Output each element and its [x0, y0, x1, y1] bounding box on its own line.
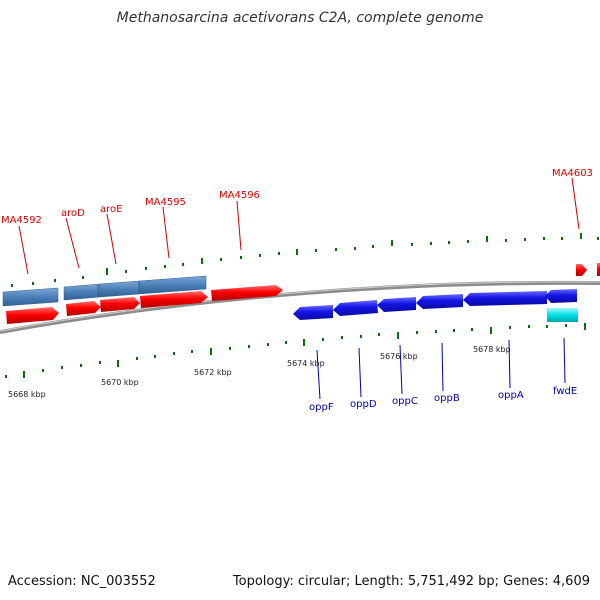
reverse-gene-label: oppA [498, 390, 524, 401]
reverse-gene-arrow [545, 289, 577, 303]
scale-label: 5672 kbp [194, 368, 232, 377]
genome-title: Methanosarcina acetivorans C2A, complete… [116, 10, 484, 26]
genome-stats-text: Topology: circular; Length: 5,751,492 bp… [232, 574, 590, 589]
scale-label: 5678 kbp [473, 345, 511, 354]
forward-gene-arrow [576, 264, 587, 276]
reverse-gene-arrow [463, 291, 547, 306]
forward-gene-label: aroE [100, 204, 122, 215]
gene-block [138, 275, 207, 295]
reverse-gene-label: oppF [309, 402, 334, 413]
gene-block [2, 287, 59, 307]
reverse-gene-arrow [333, 300, 378, 316]
forward-strand-ticks [11, 233, 599, 287]
reverse-gene-arrow [293, 305, 333, 320]
gene-block [99, 280, 140, 298]
accession-text: Accession: NC_003552 [8, 574, 156, 589]
forward-gene-label: MA4596 [219, 190, 260, 201]
forward-gene-arrow [211, 285, 283, 301]
forward-gene-arrow [66, 301, 101, 316]
reverse-gene-label: oppB [434, 393, 460, 404]
scale-label: 5676 kbp [380, 352, 418, 361]
gene-block-row [2, 275, 207, 307]
scale-label: 5674 kbp [287, 359, 325, 368]
forward-gene-arrow [140, 291, 208, 308]
forward-gene-arrow [597, 263, 600, 276]
scale-ticks [5, 323, 586, 378]
reverse-gene-label: fwdE [553, 386, 577, 397]
reverse-gene-label: oppD [350, 399, 377, 410]
forward-gene-arrow [100, 297, 140, 312]
reverse-genes [293, 289, 577, 320]
forward-gene-label: aroD [61, 208, 85, 219]
genome-backbone [0, 280, 600, 334]
reverse-gene-arrow [377, 297, 416, 312]
gene-block [63, 283, 101, 301]
scale-label: 5670 kbp [101, 378, 139, 387]
reverse-gene-arrow [416, 294, 463, 309]
reverse-gene-label: oppC [392, 396, 418, 407]
rna-gene [547, 308, 578, 322]
forward-gene-arrow [6, 307, 59, 324]
forward-gene-label: MA4592 [1, 215, 42, 226]
forward-gene-label: MA4603 [552, 168, 593, 179]
forward-gene-label: MA4595 [145, 197, 186, 208]
scale-label: 5668 kbp [8, 390, 46, 399]
forward-genes [6, 263, 600, 324]
